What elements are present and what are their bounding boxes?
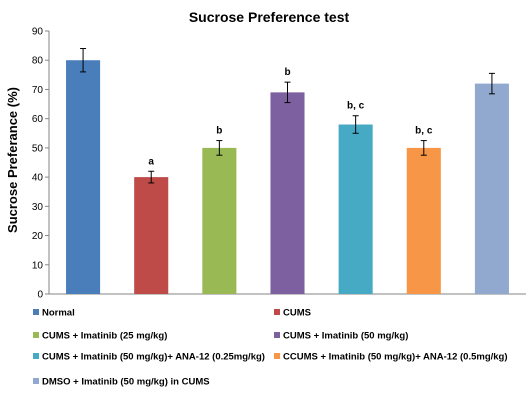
bar-group: b, c [338, 101, 373, 294]
axes: 0 10 20 30 40 50 60 70 80 90 [32, 27, 526, 301]
legend-label: CUMS [283, 308, 311, 319]
legend-label: CUMS + Imatinib (50 mg/kg)+ ANA-12 (0.25… [42, 352, 265, 363]
bar [66, 60, 101, 294]
y-tick-label: 20 [32, 231, 44, 242]
significance-label: b [284, 67, 290, 78]
legend-swatch [274, 332, 280, 338]
y-tick-label: 60 [32, 114, 44, 125]
y-tick-label: 50 [32, 143, 44, 154]
significance-label: b [216, 126, 222, 137]
legend-label: CUMS + Imatinib (50 mg/kg) [283, 331, 408, 342]
bar-group: b, c [406, 126, 441, 294]
legend-swatch [33, 353, 39, 359]
bar [338, 124, 373, 294]
y-tick-label: 80 [32, 56, 44, 67]
bar-group: b [270, 67, 305, 294]
bar [202, 147, 237, 294]
significance-label: a [148, 156, 154, 167]
bar [134, 177, 169, 294]
bar-group [66, 48, 101, 294]
legend-swatch [33, 309, 39, 315]
legend-label: CCUMS + Imatinib (50 mg/kg)+ ANA-12 (0.5… [283, 352, 508, 363]
legend-label: CUMS + Imatinib (25 mg/kg) [42, 331, 167, 342]
legend-item: DMSO + Imatinib (50 mg/kg) in CUMS [33, 377, 210, 388]
legend-item: CUMS [274, 308, 311, 319]
y-tick-label: 0 [37, 290, 43, 301]
bar-group [474, 72, 509, 294]
y-tick-label: 70 [32, 85, 44, 96]
bar [270, 92, 305, 294]
bars: a b b b, c b, c [66, 48, 509, 294]
bar [474, 83, 509, 294]
y-axis-label: Sucrose Preferance (%) [5, 87, 20, 233]
legend: Normal CUMS CUMS + Imatinib (25 mg/kg) CUMS… [33, 308, 508, 388]
legend-item: CUMS + Imatinib (50 mg/kg) [274, 331, 408, 342]
legend-swatch [274, 309, 280, 315]
legend-item: CCUMS + Imatinib (50 mg/kg)+ ANA-12 (0.5… [274, 352, 508, 363]
legend-label: DMSO + Imatinib (50 mg/kg) in CUMS [42, 377, 210, 388]
legend-swatch [33, 332, 39, 338]
legend-swatch [274, 353, 280, 359]
y-tick-label: 90 [32, 27, 44, 38]
chart-title: Sucrose Preference test [189, 9, 350, 25]
significance-label: b, c [415, 126, 433, 137]
bar-group: a [134, 156, 169, 294]
y-tick-label: 30 [32, 202, 44, 213]
legend-swatch [33, 378, 39, 384]
y-tick-label: 10 [32, 260, 44, 271]
significance-label: b, c [347, 101, 365, 112]
legend-item: CUMS + Imatinib (50 mg/kg)+ ANA-12 (0.25… [33, 352, 265, 363]
legend-item: Normal [33, 308, 75, 319]
y-tick-label: 40 [32, 173, 44, 184]
bar-group: b [202, 126, 237, 294]
legend-label: Normal [42, 308, 75, 319]
bar [406, 147, 441, 294]
legend-item: CUMS + Imatinib (25 mg/kg) [33, 331, 167, 342]
